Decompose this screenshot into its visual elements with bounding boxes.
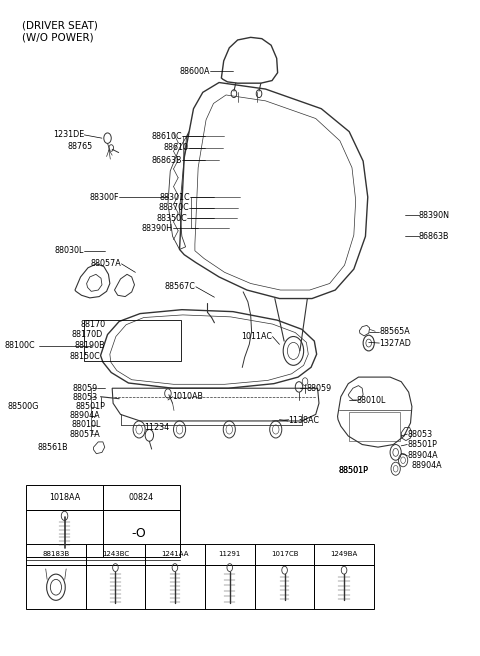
Text: 88190B: 88190B <box>74 341 105 350</box>
Text: 1017CB: 1017CB <box>271 552 299 558</box>
Text: 88390N: 88390N <box>419 211 450 220</box>
Text: 88053: 88053 <box>407 430 432 439</box>
Text: 88100C: 88100C <box>5 341 36 350</box>
Text: 88170D: 88170D <box>72 330 103 339</box>
Text: 88300F: 88300F <box>90 193 119 201</box>
Text: 88057A: 88057A <box>91 259 121 268</box>
Bar <box>86 565 145 609</box>
Bar <box>314 544 374 565</box>
Bar <box>255 544 314 565</box>
Text: 88010L: 88010L <box>356 396 385 405</box>
Bar <box>103 485 180 510</box>
Text: 88053: 88053 <box>72 393 97 402</box>
Text: 1231DE: 1231DE <box>53 131 84 139</box>
Text: 1249BA: 1249BA <box>330 552 358 558</box>
Bar <box>314 565 374 609</box>
Bar <box>103 510 180 557</box>
Text: 88057A: 88057A <box>70 430 100 439</box>
Text: 88904A: 88904A <box>412 461 443 470</box>
Bar <box>86 544 145 565</box>
Text: 86863B: 86863B <box>419 232 449 241</box>
Text: -O: -O <box>132 527 146 540</box>
Bar <box>26 485 103 510</box>
Text: 88904A: 88904A <box>70 411 100 420</box>
Text: 88390H: 88390H <box>142 224 173 233</box>
Text: 11234: 11234 <box>144 423 169 432</box>
Text: 88565A: 88565A <box>379 327 410 337</box>
Text: 88567C: 88567C <box>165 282 196 291</box>
Text: 88610: 88610 <box>164 144 189 152</box>
Text: 00824: 00824 <box>129 493 154 502</box>
Bar <box>145 565 204 609</box>
Text: 86863B: 86863B <box>151 156 182 165</box>
Text: (DRIVER SEAT): (DRIVER SEAT) <box>22 20 97 30</box>
Text: 88501P: 88501P <box>339 466 369 474</box>
Text: 1010AB: 1010AB <box>173 392 204 401</box>
Text: 88904A: 88904A <box>407 451 438 460</box>
Bar <box>84 320 181 361</box>
Bar <box>26 510 103 557</box>
Text: 88610C: 88610C <box>151 132 182 140</box>
Text: 1243BC: 1243BC <box>102 552 129 558</box>
Text: 88183B: 88183B <box>42 552 70 558</box>
Text: 1138AC: 1138AC <box>288 417 319 426</box>
Bar <box>204 544 255 565</box>
Text: 88010L: 88010L <box>71 420 100 430</box>
Text: 1018AA: 1018AA <box>49 493 80 502</box>
Text: 88059: 88059 <box>306 384 332 393</box>
Text: 88501P: 88501P <box>407 440 437 449</box>
Bar <box>204 565 255 609</box>
Bar <box>255 565 314 609</box>
Text: 88600A: 88600A <box>179 67 210 76</box>
Text: 88170: 88170 <box>80 320 105 329</box>
Text: 88765: 88765 <box>67 142 93 151</box>
Text: 88501P: 88501P <box>339 466 369 474</box>
Text: 1011AC: 1011AC <box>241 332 273 341</box>
Bar <box>145 544 204 565</box>
Text: (W/O POWER): (W/O POWER) <box>22 32 93 42</box>
Text: 88370C: 88370C <box>158 203 189 212</box>
Text: 88500G: 88500G <box>8 402 39 411</box>
Text: 1327AD: 1327AD <box>379 338 411 348</box>
Text: 88301C: 88301C <box>160 193 190 201</box>
Text: 88059: 88059 <box>72 384 97 393</box>
Text: 88150C: 88150C <box>70 352 100 361</box>
Text: 88561B: 88561B <box>37 443 68 451</box>
Text: 88030L: 88030L <box>55 246 84 255</box>
Text: 88350C: 88350C <box>156 213 188 222</box>
Bar <box>26 544 86 565</box>
Text: 1241AA: 1241AA <box>161 552 189 558</box>
Text: 88501P: 88501P <box>75 402 105 411</box>
Text: 11291: 11291 <box>218 552 241 558</box>
Bar <box>26 565 86 609</box>
